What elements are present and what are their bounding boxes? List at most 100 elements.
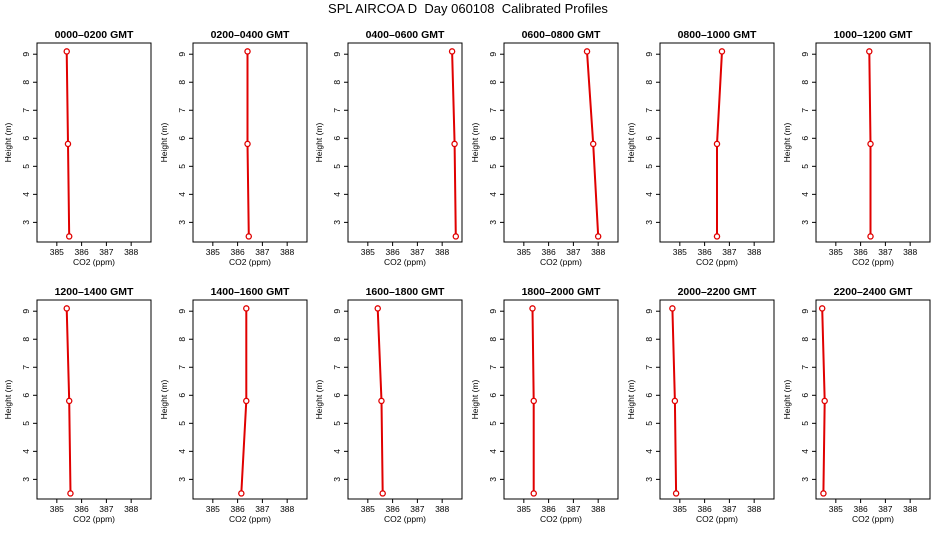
data-point [374, 305, 381, 312]
x-tick-label: 386 [231, 247, 245, 257]
x-tick-label: 387 [410, 247, 424, 257]
data-point [244, 48, 251, 55]
data-point [452, 233, 460, 240]
y-tick-label: 9 [177, 52, 187, 57]
x-tick-label: 387 [255, 247, 269, 257]
x-axis-label: CO2 (ppm) [852, 514, 894, 524]
y-tick-label: 5 [644, 164, 654, 169]
x-tick-label: 385 [517, 504, 531, 514]
y-tick-label: 5 [800, 164, 810, 169]
y-tick-label: 6 [800, 393, 810, 398]
data-point [866, 48, 873, 55]
y-tick-label: 8 [800, 80, 810, 85]
y-tick-label: 6 [21, 393, 31, 398]
data-point [448, 48, 456, 55]
y-tick-label: 4 [800, 192, 810, 197]
x-tick-label: 385 [361, 504, 375, 514]
y-tick-label: 4 [644, 192, 654, 197]
data-point [821, 397, 828, 405]
x-tick-label: 387 [566, 504, 580, 514]
figure-title: SPL AIRCOA D Day 060108 Calibrated Profi… [328, 1, 608, 16]
x-tick-label: 386 [75, 247, 89, 257]
y-tick-label: 5 [332, 164, 342, 169]
data-point [65, 397, 73, 405]
data-point [671, 397, 679, 405]
y-tick-label: 4 [488, 192, 498, 197]
y-tick-label: 5 [644, 421, 654, 426]
x-tick-label: 385 [829, 504, 843, 514]
y-tick-label: 3 [644, 220, 654, 225]
y-tick-label: 4 [800, 449, 810, 454]
y-tick-label: 9 [177, 309, 187, 314]
y-tick-label: 8 [644, 80, 654, 85]
data-point [589, 140, 597, 148]
y-tick-label: 7 [177, 365, 187, 370]
data-point [378, 397, 385, 405]
chart-title: 1400–1600 GMT [211, 286, 290, 298]
y-axis-label: Height (m) [626, 123, 636, 163]
x-tick-label: 386 [698, 504, 712, 514]
x-axis-label: CO2 (ppm) [229, 257, 271, 267]
chart-title: 0800–1000 GMT [678, 29, 757, 41]
y-tick-label: 4 [332, 449, 342, 454]
y-tick-label: 9 [800, 309, 810, 314]
y-tick-label: 9 [488, 52, 498, 57]
y-tick-label: 9 [488, 309, 498, 314]
x-tick-label: 387 [878, 504, 892, 514]
x-tick-label: 388 [124, 247, 138, 257]
x-tick-label: 386 [386, 247, 400, 257]
y-axis-label: Height (m) [3, 380, 13, 420]
y-tick-label: 7 [21, 365, 31, 370]
y-axis-label: Height (m) [159, 380, 169, 420]
chart-panel: 1800–2000 GMT 385 386 387 388 CO2 (ppm) 3 4 5 6 7 8… [470, 286, 619, 524]
x-tick-label: 385 [673, 504, 687, 514]
y-tick-label: 7 [644, 365, 654, 370]
y-tick-label: 9 [21, 52, 31, 57]
x-tick-label: 387 [722, 247, 736, 257]
x-tick-label: 388 [435, 504, 449, 514]
x-tick-label: 386 [231, 504, 245, 514]
y-tick-label: 7 [488, 365, 498, 370]
data-point [530, 490, 537, 497]
plot-frame [659, 299, 775, 500]
y-tick-label: 9 [800, 52, 810, 57]
x-axis-label: CO2 (ppm) [384, 257, 426, 267]
y-tick-label: 6 [644, 393, 654, 398]
x-axis-label: CO2 (ppm) [73, 514, 115, 524]
x-tick-label: 388 [124, 504, 138, 514]
x-axis-label: CO2 (ppm) [696, 257, 738, 267]
data-point [238, 490, 245, 497]
y-tick-label: 5 [332, 421, 342, 426]
x-axis-label: CO2 (ppm) [540, 514, 582, 524]
data-point [65, 233, 73, 240]
y-axis-label: Height (m) [314, 380, 324, 420]
y-tick-label: 9 [644, 52, 654, 57]
y-tick-label: 8 [177, 80, 187, 85]
y-tick-label: 6 [332, 136, 342, 141]
x-axis-label: CO2 (ppm) [229, 514, 271, 524]
data-point [718, 48, 726, 55]
y-tick-label: 3 [800, 220, 810, 225]
chart-panel: 2000–2200 GMT 385 386 387 388 CO2 (ppm) 3 4 5 6 7 8… [626, 286, 775, 524]
data-point [583, 48, 591, 55]
x-tick-label: 385 [206, 247, 220, 257]
chart-title: 0000–0200 GMT [55, 29, 134, 41]
data-point [451, 140, 458, 148]
data-point [63, 48, 70, 55]
plot-frame [347, 299, 463, 500]
y-tick-label: 9 [332, 52, 342, 57]
y-tick-label: 5 [177, 421, 187, 426]
y-tick-label: 6 [21, 136, 31, 141]
x-tick-label: 387 [410, 504, 424, 514]
x-axis-label: CO2 (ppm) [852, 257, 894, 267]
data-point [243, 397, 250, 405]
chart-panel: 2200–2400 GMT 385 386 387 388 CO2 (ppm) 3 4 5 6 7 8… [782, 286, 931, 524]
y-tick-label: 6 [644, 136, 654, 141]
data-point [669, 305, 676, 312]
y-tick-label: 5 [177, 164, 187, 169]
x-tick-label: 385 [361, 247, 375, 257]
y-tick-label: 8 [800, 337, 810, 342]
data-point [713, 233, 721, 240]
y-axis-label: Height (m) [782, 380, 792, 420]
